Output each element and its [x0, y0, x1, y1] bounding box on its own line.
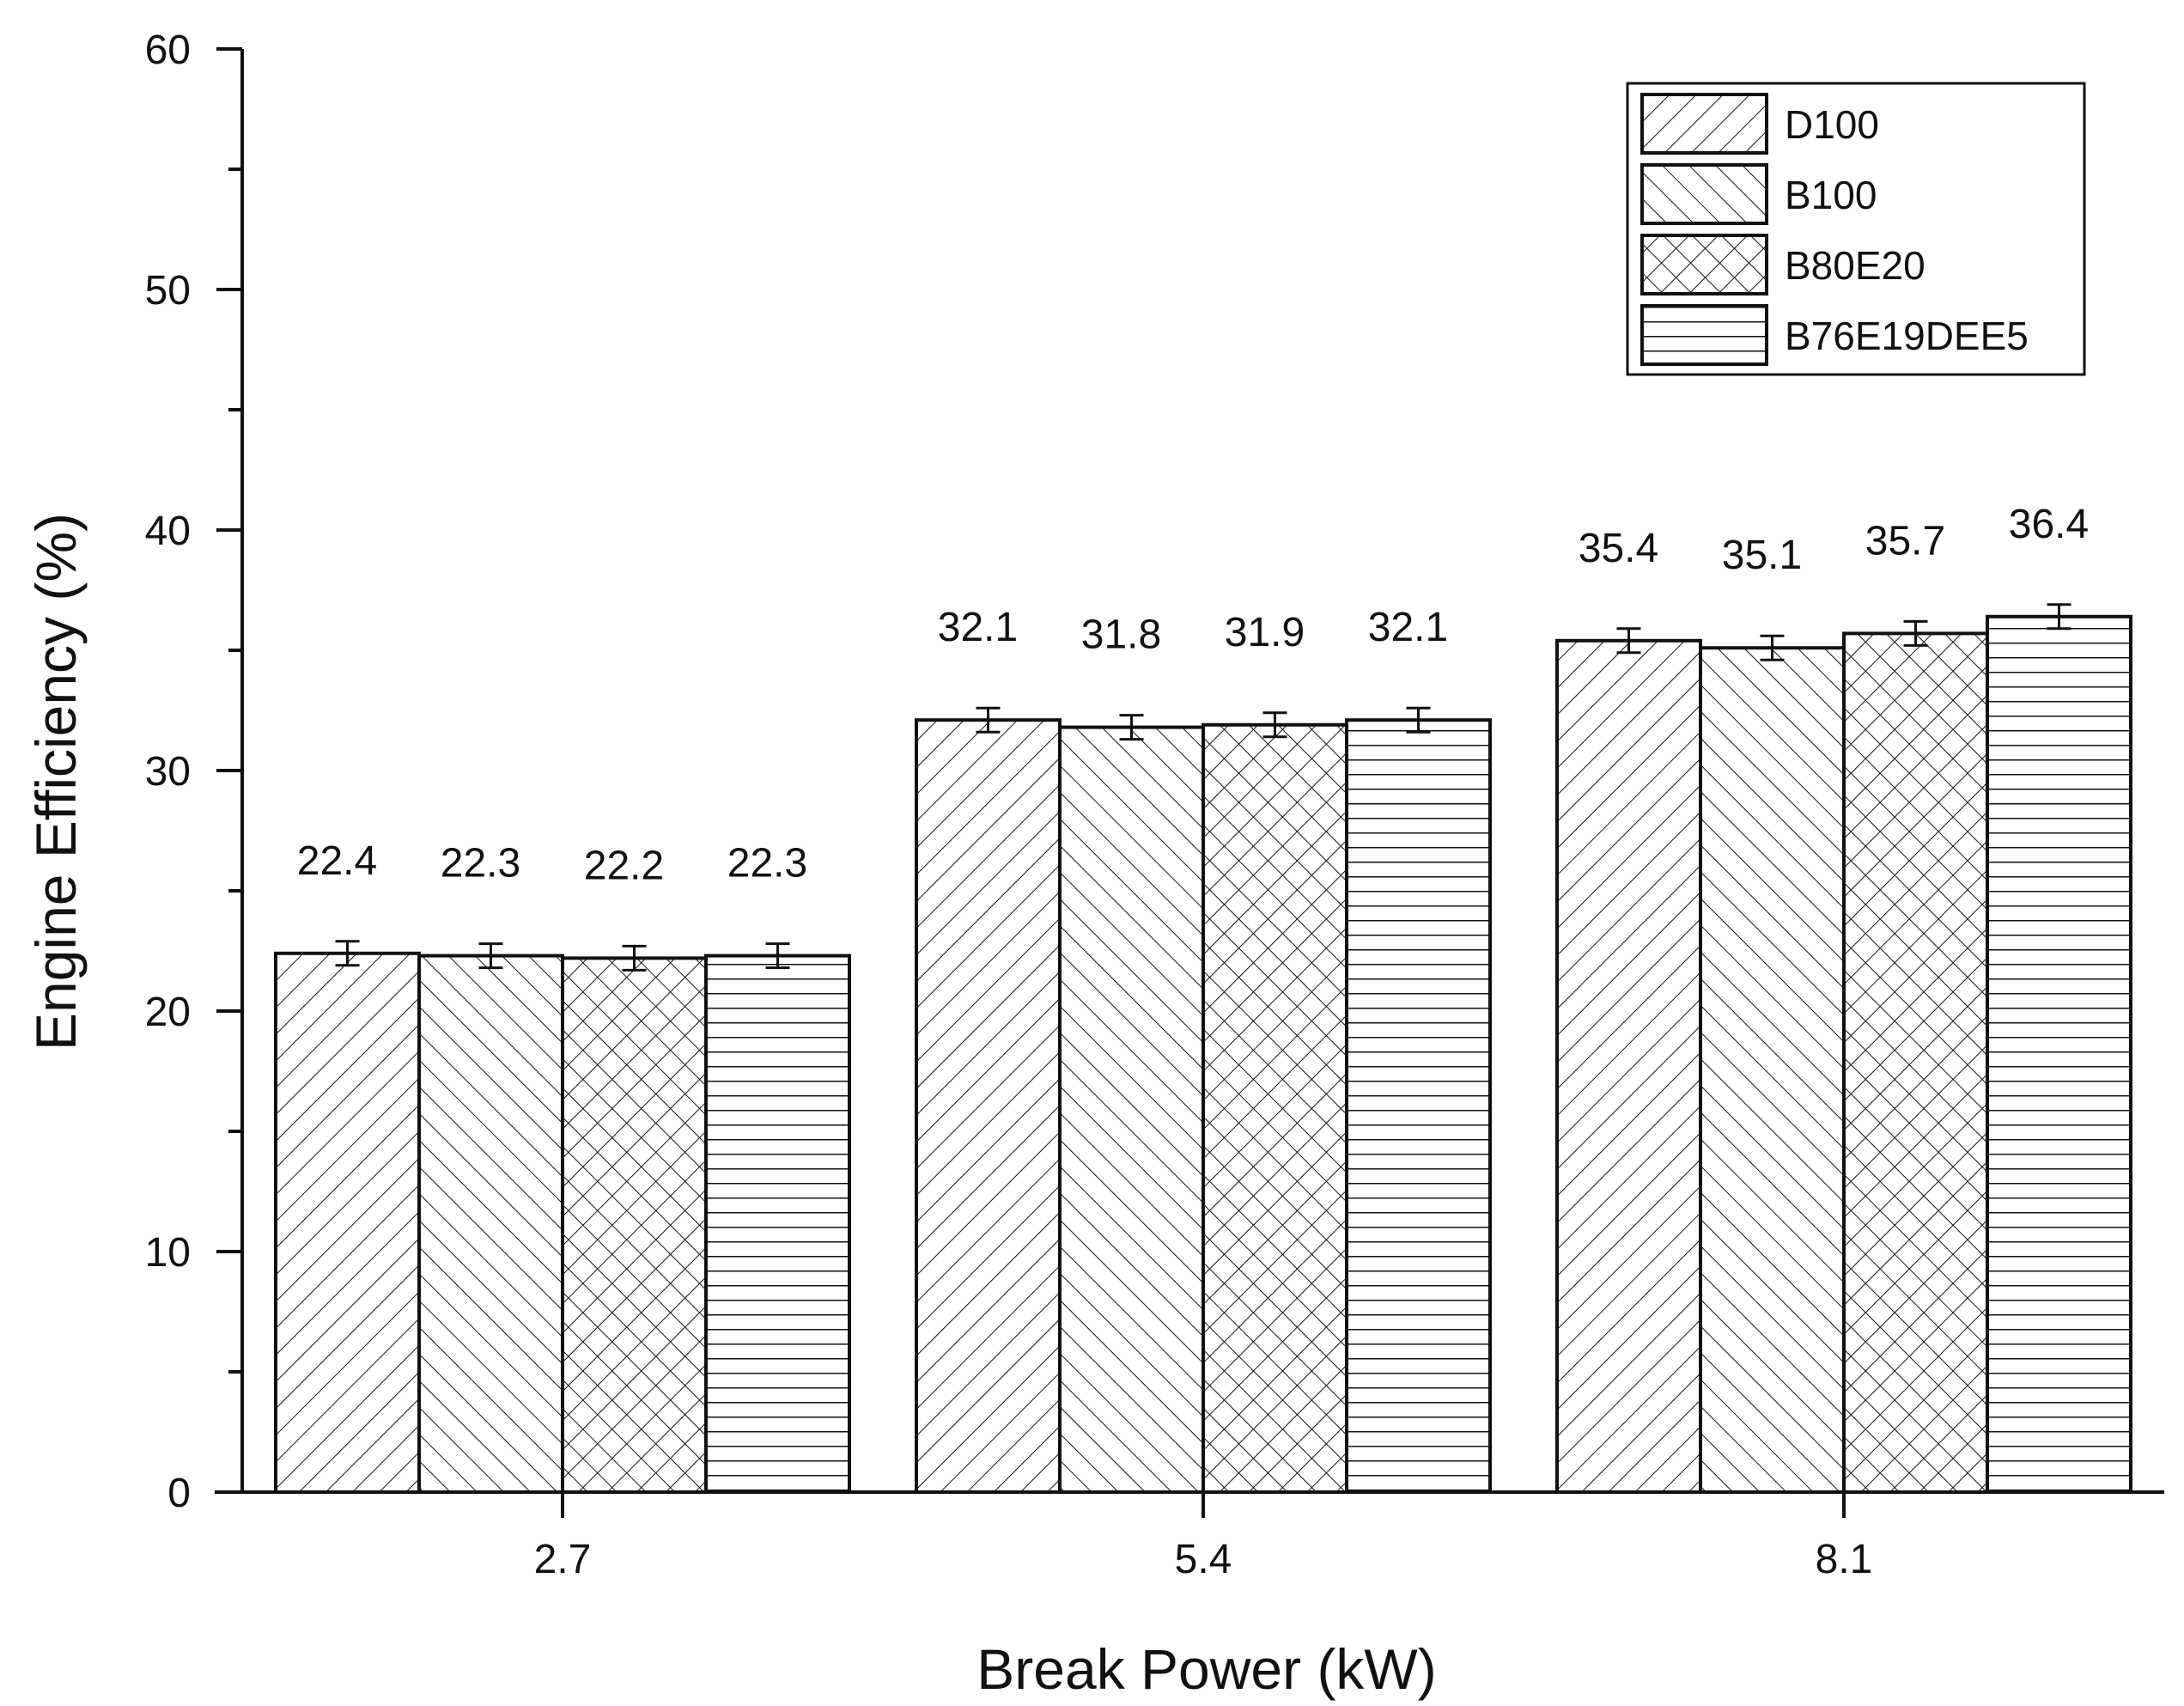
- x-tick-label: 5.4: [1175, 1537, 1232, 1582]
- data-label-B100-8.1: 35.1: [1722, 533, 1802, 578]
- data-labels-layer: 22.4 22.3 22.2 22.3 32.1 31.8 31.9 32.1 35.4 35.1…: [297, 502, 2089, 889]
- bar-B100-5.4: [1058, 725, 1205, 1494]
- data-label-B80E20-5.4: 31.9: [1225, 610, 1305, 655]
- error-bar-D100-5.4: [976, 706, 1001, 734]
- data-label-D100-8.1: 35.4: [1579, 526, 1658, 571]
- y-tick-label: 10: [145, 1230, 191, 1276]
- legend-swatch: [1640, 163, 1768, 225]
- legend-item-B100: B100: [1640, 163, 1877, 225]
- x-axis-title: Break Power (kW): [976, 1637, 1436, 1701]
- data-label-B76E19DEE5-2.7: 22.3: [727, 841, 807, 887]
- bar-B76E19DEE5-5.4: [1345, 718, 1492, 1494]
- y-tick-label: 0: [167, 1471, 191, 1516]
- x-tick-label: 2.7: [534, 1537, 592, 1582]
- legend-item-B76E19DEE5: B76E19DEE5: [1640, 304, 2029, 366]
- error-bar-B80E20-8.1: [1903, 619, 1928, 647]
- error-bar-B80E20-5.4: [1262, 711, 1287, 739]
- bar-B80E20-8.1: [1842, 631, 1989, 1494]
- y-tick-label: 40: [145, 509, 191, 554]
- x-tick-label: 8.1: [1816, 1537, 1873, 1582]
- bar-B76E19DEE5-8.1: [1986, 614, 2132, 1494]
- error-bar-B100-8.1: [1760, 634, 1785, 661]
- y-tick-label: 50: [145, 268, 191, 314]
- bar-B100-2.7: [417, 954, 564, 1494]
- data-label-B100-5.4: 31.8: [1081, 612, 1161, 658]
- data-label-B80E20-8.1: 35.7: [1865, 518, 1945, 564]
- data-label-B100-2.7: 22.3: [441, 841, 520, 887]
- bar-D100-5.4: [915, 718, 1062, 1494]
- data-label-B76E19DEE5-5.4: 32.1: [1368, 605, 1448, 650]
- bar-B80E20-5.4: [1202, 722, 1348, 1494]
- error-bar-B76E19DEE5-8.1: [2047, 603, 2071, 631]
- legend-swatch: [1640, 93, 1768, 155]
- legend-item-B80E20: B80E20: [1640, 234, 1925, 296]
- y-axis-title: Engine Efficiency (%): [24, 513, 88, 1051]
- error-bar-B100-2.7: [478, 942, 503, 970]
- y-ticks: 0 10 20 30 40 50 60: [145, 27, 242, 1516]
- legend: D100 B100 B80E20 B76E19DEE5: [1626, 82, 2086, 376]
- x-ticks: 2.7 5.4 8.1: [534, 1492, 1873, 1582]
- data-label-B76E19DEE5-8.1: 36.4: [2009, 502, 2089, 547]
- data-label-B80E20-2.7: 22.2: [584, 843, 664, 888]
- legend-label: D100: [1785, 102, 1879, 147]
- bar-D100-2.7: [274, 951, 421, 1495]
- y-tick-label: 30: [145, 749, 191, 795]
- legend-label: B100: [1785, 173, 1877, 217]
- error-bar-B100-5.4: [1119, 714, 1144, 741]
- data-label-D100-2.7: 22.4: [297, 838, 377, 884]
- legend-label: B80E20: [1785, 243, 1925, 288]
- y-tick-label: 20: [145, 990, 191, 1035]
- bar-B80E20-2.7: [561, 956, 708, 1494]
- error-bar-B76E19DEE5-2.7: [765, 942, 790, 970]
- error-bars-layer: [335, 603, 2071, 972]
- legend-swatch: [1640, 234, 1768, 296]
- axes: 0 10 20 30 40 50 60 2.7 5.4 8.1: [145, 27, 2164, 1582]
- bar-B76E19DEE5-2.7: [704, 954, 851, 1494]
- y-tick-label: 60: [145, 27, 191, 73]
- error-bar-D100-2.7: [335, 940, 360, 967]
- bars-layer: [274, 614, 2132, 1495]
- legend-item-D100: D100: [1640, 93, 1879, 155]
- data-label-D100-5.4: 32.1: [938, 605, 1018, 650]
- error-bar-D100-8.1: [1616, 627, 1641, 655]
- bar-D100-8.1: [1555, 638, 1702, 1494]
- error-bar-B76E19DEE5-5.4: [1406, 706, 1431, 734]
- error-bar-B80E20-2.7: [622, 944, 647, 972]
- legend-swatch: [1640, 304, 1768, 366]
- bar-B100-8.1: [1699, 646, 1846, 1494]
- legend-label: B76E19DEE5: [1785, 314, 2029, 358]
